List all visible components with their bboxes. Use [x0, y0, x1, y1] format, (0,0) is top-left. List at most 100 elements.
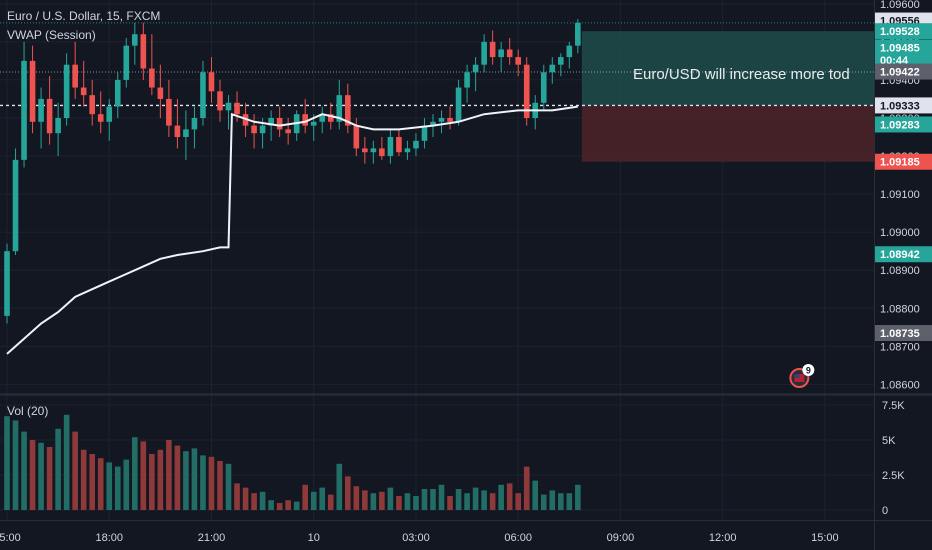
candle-body — [558, 57, 564, 65]
time-tick-label: 18:00 — [95, 532, 123, 544]
candle-body — [523, 64, 530, 118]
time-tick-label: 06:00 — [504, 532, 532, 544]
volume-bar — [268, 500, 274, 510]
price-label-text: 1.09283 — [880, 119, 920, 131]
volume-bar — [336, 463, 343, 510]
candle-body — [310, 121, 317, 126]
price-label-badge — [875, 325, 932, 342]
volume-bar — [276, 503, 283, 510]
volume-bar — [319, 487, 326, 510]
candle-body — [80, 87, 87, 96]
symbol-title[interactable]: Euro / U.S. Dollar, 15, FXCM — [7, 9, 161, 23]
volume-bar — [106, 462, 113, 510]
candle-body — [515, 57, 521, 65]
volume-bar — [455, 489, 462, 510]
time-tick-label: 21:00 — [198, 532, 226, 544]
position-target-zone — [581, 31, 874, 106]
candle-body — [336, 95, 343, 122]
candle-body — [140, 34, 147, 69]
volume-bar — [293, 501, 300, 510]
candle-body — [259, 125, 266, 134]
volume-indicator-label[interactable]: Vol (20) — [7, 404, 49, 418]
price-label-badge — [875, 97, 932, 114]
price-label-badge — [875, 63, 932, 80]
price-tick-label: 1.09600 — [880, 0, 920, 11]
volume-bar — [251, 493, 257, 510]
candle-body — [447, 117, 453, 122]
volume-bar — [80, 449, 87, 510]
candle-body — [498, 49, 504, 58]
candle-body — [464, 72, 470, 88]
price-tick-label: 1.08900 — [880, 265, 920, 277]
volume-bar — [55, 428, 61, 510]
price-label-badge — [875, 23, 932, 40]
trade-annotation-text: Euro/USD will increase more tod — [633, 66, 850, 83]
candle-body — [208, 72, 215, 92]
candle-body — [379, 148, 385, 157]
volume-bar — [38, 442, 44, 510]
volume-bar — [29, 440, 36, 510]
volume-bar — [225, 463, 232, 510]
volume-bar — [114, 466, 121, 510]
volume-bar — [523, 466, 530, 510]
volume-bar — [515, 493, 521, 510]
volume-bar — [174, 445, 181, 510]
candle-body — [225, 102, 232, 111]
volume-bar — [72, 431, 78, 510]
price-tick-label: 1.08800 — [880, 303, 920, 315]
volume-bar — [21, 431, 27, 510]
volume-bar — [242, 487, 249, 510]
candle-body — [114, 79, 121, 107]
candle-body — [29, 60, 36, 122]
volume-tick-label: 7.5K — [882, 400, 905, 412]
candle-body — [106, 106, 113, 122]
volume-bar — [46, 447, 53, 510]
price-label-text: 1.09185 — [880, 157, 920, 169]
candle-body — [97, 114, 104, 122]
candle-body — [421, 125, 428, 141]
candle-body — [200, 72, 206, 118]
price-label-text: 1.09528 — [880, 26, 920, 38]
volume-bar — [472, 487, 479, 510]
candle-body — [575, 22, 581, 46]
candle-body — [430, 121, 436, 126]
candle-body — [123, 45, 130, 80]
price-label-text: 1.09422 — [880, 67, 920, 79]
volume-bar — [489, 493, 496, 510]
time-tick-label: 12:00 — [709, 532, 737, 544]
candle-body — [166, 98, 172, 126]
candle-body — [89, 95, 95, 115]
time-tick-label: 10 — [308, 532, 320, 544]
candle-body — [506, 49, 513, 58]
volume-bar — [183, 451, 189, 510]
candle-body — [353, 125, 360, 149]
price-tick-label: 1.08600 — [880, 379, 920, 391]
candle-body — [251, 125, 257, 134]
price-tick-label: 1.09100 — [880, 189, 920, 201]
candle-body — [472, 64, 479, 73]
volume-bar — [413, 496, 419, 510]
event-count-badge — [802, 364, 815, 376]
volume-bar — [464, 493, 470, 510]
vwap-indicator-label[interactable]: VWAP (Session) — [7, 28, 96, 42]
volume-bar — [532, 480, 539, 510]
volume-bar — [157, 449, 164, 510]
price-label-text: 1.08735 — [880, 328, 920, 340]
candle-body — [63, 64, 70, 118]
volume-bar — [217, 461, 223, 510]
candle-body — [540, 72, 547, 103]
candle-body — [72, 64, 78, 88]
volume-bar — [362, 490, 368, 510]
volume-bar — [379, 491, 385, 510]
candle-body — [396, 137, 402, 153]
candle-body — [302, 114, 308, 126]
volume-bar — [132, 437, 138, 510]
time-tick-label: 15:00 — [811, 532, 839, 544]
price-tick-label: 1.09000 — [880, 227, 920, 239]
candle-body — [362, 148, 368, 153]
candle-body — [217, 91, 223, 111]
candle-body — [55, 117, 61, 134]
price-label-badge — [875, 39, 932, 56]
